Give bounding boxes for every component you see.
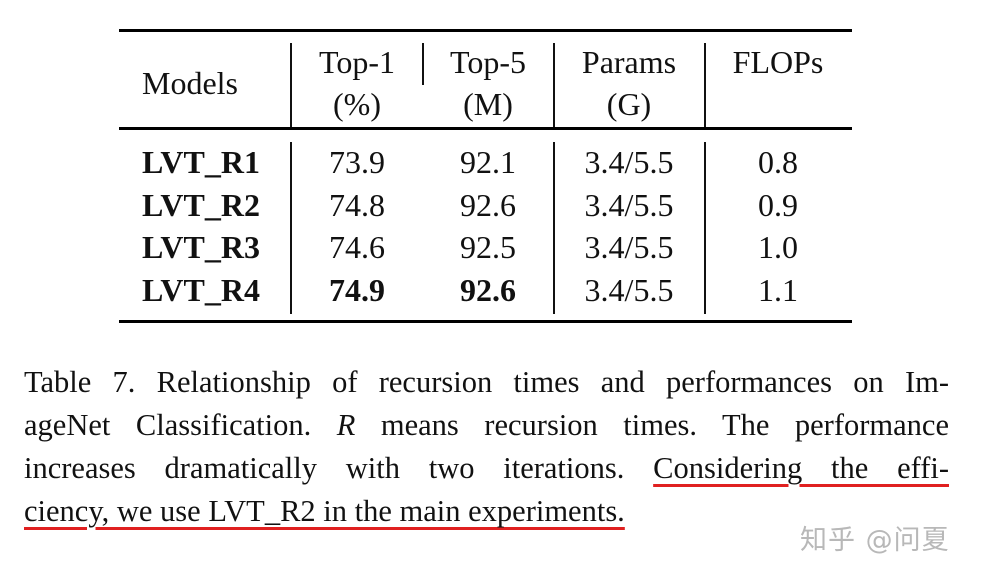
params-value: 3.4/5.5 bbox=[584, 229, 674, 265]
model-name: LVT_R2 bbox=[142, 187, 260, 223]
top1-value: 74.6 bbox=[329, 229, 385, 265]
model-name: LVT_R3 bbox=[142, 229, 260, 265]
top5-value: 92.6 bbox=[460, 187, 516, 223]
caption-line-1: Table 7. Relationship of recursion times… bbox=[24, 365, 949, 399]
flops-value: 1.1 bbox=[758, 272, 798, 308]
table-header-rule bbox=[119, 127, 852, 130]
header-models: Models bbox=[142, 65, 238, 101]
flops-value: 0.8 bbox=[758, 144, 798, 180]
table-top-rule bbox=[119, 29, 852, 32]
model-name: LVT_R4 bbox=[142, 272, 260, 308]
column-divider bbox=[290, 142, 292, 314]
flops-value: 0.9 bbox=[758, 187, 798, 223]
column-divider bbox=[422, 43, 424, 85]
top5-value: 92.1 bbox=[460, 144, 516, 180]
caption-text: ageNet Classification. bbox=[24, 408, 337, 442]
column-divider bbox=[553, 43, 555, 127]
caption-line-4: ciency, we use LVT_R2 in the main experi… bbox=[24, 490, 949, 533]
header-top5-unit: (M) bbox=[463, 86, 513, 122]
caption-line-3: increases dramatically with two iteratio… bbox=[24, 447, 949, 490]
header-top1: Top-1 bbox=[319, 44, 395, 80]
table-caption: Table 7. Relationship of recursion times… bbox=[24, 361, 949, 533]
watermark: 知乎 @问夏 bbox=[800, 525, 950, 556]
table-bottom-rule bbox=[119, 320, 852, 323]
header-params: Params bbox=[581, 44, 677, 80]
header-top1-unit: (%) bbox=[333, 86, 381, 122]
top5-value: 92.5 bbox=[460, 229, 516, 265]
flops-value: 1.0 bbox=[758, 229, 798, 265]
header-top5: Top-5 bbox=[450, 44, 526, 80]
column-divider bbox=[553, 142, 555, 314]
top1-value-best: 74.9 bbox=[329, 272, 385, 308]
top1-value: 74.8 bbox=[329, 187, 385, 223]
params-value: 3.4/5.5 bbox=[584, 187, 674, 223]
column-divider bbox=[704, 142, 706, 314]
top5-value-best: 92.6 bbox=[460, 272, 516, 308]
highlighted-text: Considering the effi- bbox=[653, 451, 949, 485]
header-flops: FLOPs bbox=[732, 44, 824, 80]
header-params-unit: (G) bbox=[606, 86, 652, 122]
params-value: 3.4/5.5 bbox=[584, 272, 674, 308]
top1-value: 73.9 bbox=[329, 144, 385, 180]
model-name: LVT_R1 bbox=[142, 144, 260, 180]
params-value: 3.4/5.5 bbox=[584, 144, 674, 180]
column-divider bbox=[290, 43, 292, 127]
caption-text: means recursion times. The performance bbox=[355, 408, 949, 442]
caption-text: increases dramatically with two iteratio… bbox=[24, 451, 654, 485]
highlighted-text: ciency, we use LVT_R2 in the main experi… bbox=[24, 494, 625, 528]
column-divider bbox=[704, 43, 706, 127]
caption-line-2: ageNet Classification. R means recursion… bbox=[24, 404, 949, 447]
caption-variable-r: R bbox=[336, 408, 356, 442]
